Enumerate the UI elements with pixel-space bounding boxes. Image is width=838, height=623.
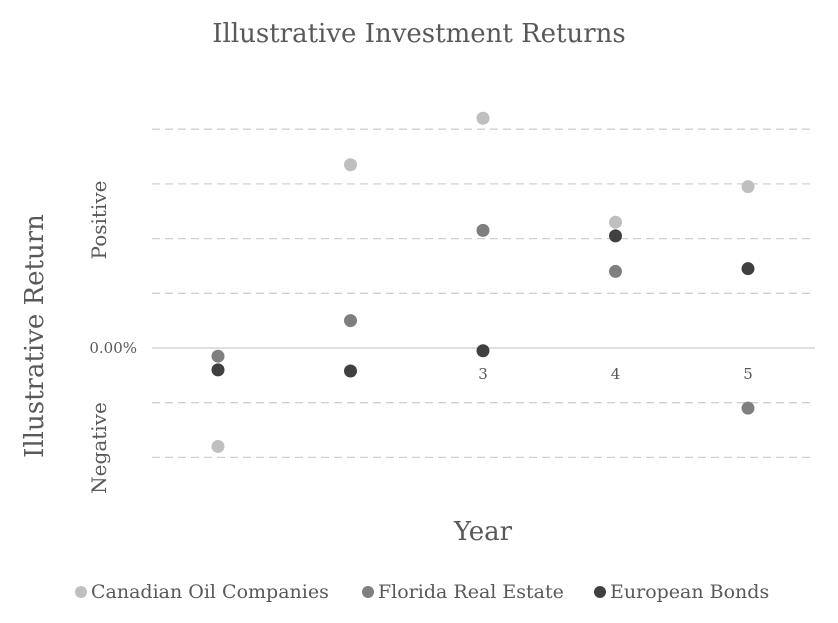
x-tick-label: 5 [743,365,753,383]
legend: Canadian Oil Companies Florida Real Estat… [75,581,769,603]
data-point [609,264,622,278]
legend-label: European Bonds [610,581,769,603]
legend-label: Canadian Oil Companies [91,581,329,603]
y-axis-title: Illustrative Return [20,214,50,458]
x-tick-label: 4 [611,365,621,383]
x-tick-label: 3 [478,365,488,383]
legend-marker [75,586,87,598]
zero-tick-label: 0.00% [89,339,137,357]
legend-label: Florida Real Estate [378,581,564,603]
x-tick-labels: 3 4 5 [478,365,753,383]
y-positive-label: Positive [87,181,111,260]
data-point [344,364,357,378]
data-points [211,111,755,453]
data-point [741,262,755,276]
data-point [476,111,490,125]
data-point [609,215,622,229]
y-negative-label: Negative [87,402,111,494]
data-point [344,158,357,172]
gridlines [152,128,815,459]
x-axis-title: Year [453,517,513,547]
chart-title: Illustrative Investment Returns [212,19,626,49]
legend-marker [594,586,606,598]
data-point [741,180,755,194]
data-point [741,401,755,415]
data-point [476,344,490,358]
data-point [211,439,225,453]
data-point [476,223,490,237]
data-point [609,229,622,243]
data-point [344,314,357,328]
data-point [211,363,225,377]
legend-marker [362,586,374,598]
data-point [211,349,225,363]
